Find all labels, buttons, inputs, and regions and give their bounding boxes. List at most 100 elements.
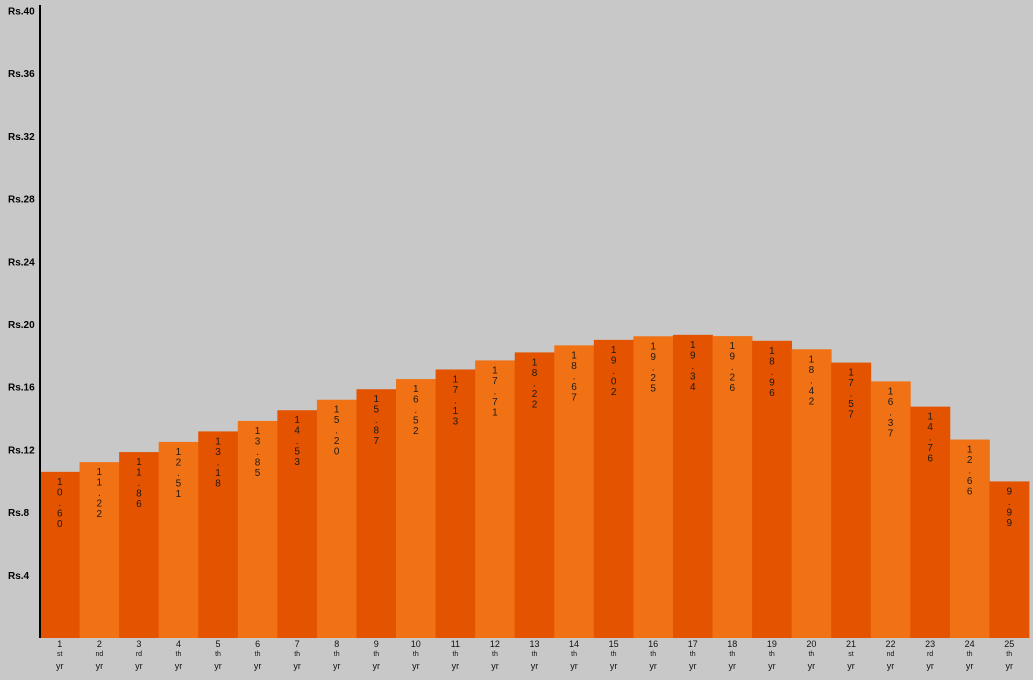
x-tick-number: 11	[451, 639, 460, 649]
x-tick-unit: yr	[491, 661, 499, 671]
y-tick-label: Rs.4	[8, 571, 30, 582]
x-tick-label: 22 nd yr	[886, 639, 896, 671]
bar-9	[356, 389, 397, 638]
x-tick-unit: yr	[926, 661, 934, 671]
x-tick-suffix: th	[808, 651, 814, 658]
bar-24	[949, 439, 990, 638]
bar-15	[593, 339, 634, 638]
x-tick-label: 20 th yr	[806, 639, 816, 671]
x-tick-unit: yr	[808, 661, 816, 671]
x-tick-unit: yr	[333, 661, 341, 671]
bar-18	[712, 336, 753, 638]
x-tick-label: 16 th yr	[648, 639, 658, 671]
y-tick-label: Rs.28	[8, 195, 35, 206]
x-tick-suffix: th	[611, 651, 617, 658]
x-tick-unit: yr	[56, 661, 64, 671]
x-tick-unit: yr	[175, 661, 183, 671]
bar-16	[633, 336, 674, 638]
bars	[40, 334, 1030, 639]
x-tick-suffix: th	[650, 651, 656, 658]
bar-6	[237, 420, 278, 638]
y-tick-label: Rs.20	[8, 320, 35, 331]
y-tick-label: Rs.16	[8, 383, 35, 394]
x-tick-unit: yr	[452, 661, 460, 671]
x-tick-unit: yr	[1005, 661, 1013, 671]
y-tick-label: Rs.24	[8, 257, 35, 268]
x-tick-label: 12 th yr	[490, 639, 500, 671]
y-tick-label: Rs.36	[8, 69, 35, 80]
x-tick-suffix: nd	[887, 651, 895, 658]
x-tick-label: 1 st yr	[56, 639, 64, 671]
x-tick-number: 14	[569, 639, 579, 649]
x-tick-number: 24	[965, 639, 975, 649]
x-tick-number: 1	[57, 639, 62, 649]
x-tick-label: 23 rd yr	[925, 639, 935, 671]
x-tick-label: 5 th yr	[214, 639, 222, 671]
bar-10	[396, 379, 436, 638]
x-tick-suffix: th	[294, 651, 300, 658]
x-tick-label: 8 th yr	[333, 639, 341, 671]
x-tick-suffix: th	[334, 651, 340, 658]
x-tick-unit: yr	[649, 661, 657, 671]
x-tick-label: 6 th yr	[254, 639, 262, 671]
x-tick-unit: yr	[689, 661, 697, 671]
y-tick-label: Rs.8	[8, 508, 30, 519]
x-tick-number: 21	[846, 639, 856, 649]
x-tick-number: 13	[529, 639, 539, 649]
bar-25	[989, 481, 1030, 638]
x-tick-number: 22	[886, 639, 896, 649]
bar-13	[514, 352, 555, 638]
x-tick-label: 19 th yr	[767, 639, 777, 671]
x-tick-unit: yr	[610, 661, 618, 671]
x-axis-labels: 1 st yr 2 nd yr 3 rd yr 4 th yr 5 th yr 6 th yr 7 th yr 8 th yr…	[56, 639, 1014, 671]
bar-5	[198, 431, 239, 638]
bar-3	[119, 452, 160, 638]
x-tick-label: 4 th yr	[175, 639, 183, 671]
x-tick-unit: yr	[293, 661, 301, 671]
x-tick-suffix: th	[690, 651, 696, 658]
bar-1	[40, 471, 80, 639]
y-tick-label: Rs.40	[8, 7, 35, 18]
bar-17	[672, 334, 713, 638]
bar-4	[158, 441, 199, 638]
bar-20	[791, 349, 832, 638]
bar-22	[870, 381, 911, 638]
data-labels: 1 0. 6 0 1 1. 2 2 1 1. 8 6 1 2. 5 1 1 3. 1 8 1 3. 8 5 1 4. 5 3 1 5. 2 0…	[57, 340, 1012, 530]
x-tick-number: 20	[806, 639, 816, 649]
x-tick-suffix: th	[373, 651, 379, 658]
x-tick-suffix: th	[1006, 651, 1012, 658]
x-tick-suffix: th	[729, 651, 735, 658]
x-tick-label: 3 rd yr	[135, 639, 143, 671]
y-axis-ticks: Rs.4 Rs.8 Rs.12 Rs.16 Rs.20 Rs.24 Rs.28 Rs.32 Rs…	[8, 7, 35, 582]
x-tick-unit: yr	[847, 661, 855, 671]
x-tick-number: 7	[295, 639, 300, 649]
x-tick-number: 25	[1004, 639, 1014, 649]
x-tick-unit: yr	[966, 661, 974, 671]
x-tick-unit: yr	[887, 661, 895, 671]
bar-11	[435, 369, 476, 638]
y-tick-label: Rs.12	[8, 445, 35, 456]
x-tick-unit: yr	[135, 661, 143, 671]
x-tick-label: 10 th yr	[411, 639, 421, 671]
x-tick-suffix: rd	[136, 651, 142, 658]
x-tick-unit: yr	[729, 661, 737, 671]
x-tick-label: 2 nd yr	[95, 639, 103, 671]
x-tick-label: 14 th yr	[569, 639, 579, 671]
x-tick-label: 7 th yr	[293, 639, 301, 671]
x-tick-suffix: st	[848, 651, 854, 658]
